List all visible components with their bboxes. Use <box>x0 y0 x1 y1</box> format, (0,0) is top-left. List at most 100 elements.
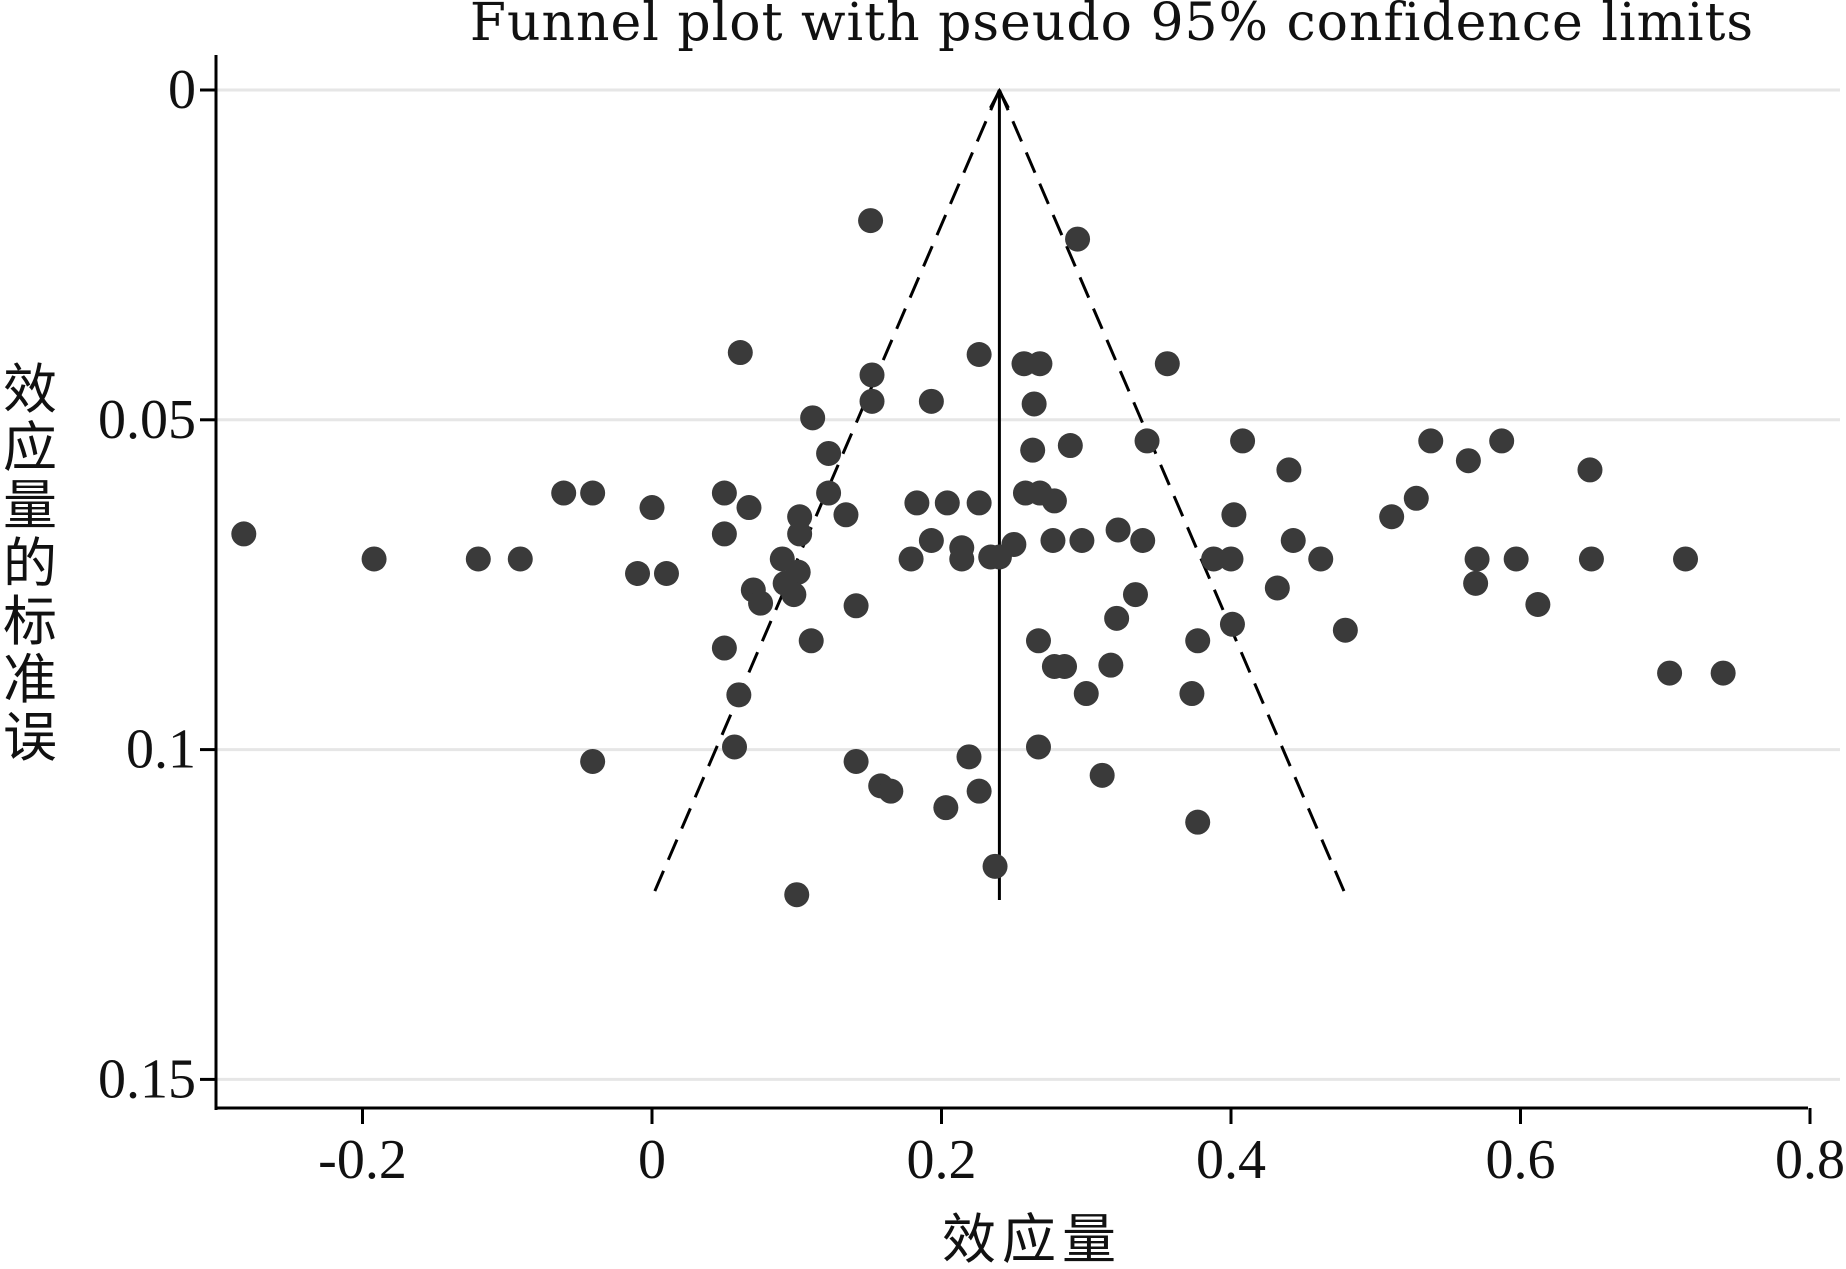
y-axis-title-char: 标 <box>3 590 57 653</box>
y-axis-ticks: 0 0.05 0.1 0.15 <box>98 59 216 1110</box>
data-point <box>949 546 975 572</box>
data-point <box>1464 546 1490 572</box>
data-point <box>1052 653 1078 679</box>
data-point <box>956 744 982 770</box>
lower-confidence-limit <box>650 89 1001 899</box>
data-point <box>918 528 944 554</box>
x-tick-label: 0.4 <box>1196 1129 1266 1191</box>
data-point <box>1025 628 1051 654</box>
data-point <box>361 546 387 572</box>
data-point <box>1104 605 1130 631</box>
data-point <box>898 546 924 572</box>
x-tick-label: 0.2 <box>907 1129 977 1191</box>
data-point <box>711 635 737 661</box>
data-point <box>1379 504 1405 530</box>
y-tick-label: 0.05 <box>98 389 196 451</box>
y-tick-label: 0.1 <box>126 719 196 781</box>
data-point <box>727 340 753 366</box>
data-point <box>1463 570 1489 596</box>
y-axis-title-char: 量 <box>3 474 57 537</box>
data-point <box>1185 628 1211 654</box>
data-point <box>800 405 826 431</box>
data-point <box>1185 809 1211 835</box>
data-point <box>833 502 859 528</box>
data-point <box>1041 488 1067 514</box>
data-point <box>982 853 1008 879</box>
data-point <box>858 208 884 234</box>
data-point <box>878 778 904 804</box>
data-point <box>639 495 665 521</box>
y-tick-label: 0.15 <box>98 1048 196 1110</box>
data-point <box>1069 528 1095 554</box>
data-point <box>1489 428 1515 454</box>
data-point <box>231 521 257 547</box>
data-point <box>918 388 944 414</box>
x-axis-title: 效应量 <box>942 1208 1122 1269</box>
y-axis-title-char: 应 <box>3 416 57 479</box>
pooled-effect-arrowhead <box>989 87 1010 109</box>
data-point <box>798 628 824 654</box>
data-point <box>711 480 737 506</box>
data-point <box>1105 517 1131 543</box>
data-point <box>1134 428 1160 454</box>
data-point <box>787 521 813 547</box>
data-point <box>843 593 869 619</box>
data-point <box>966 490 992 516</box>
data-point <box>1098 652 1124 678</box>
x-tick-label: -0.2 <box>318 1129 407 1191</box>
data-point <box>1201 546 1227 572</box>
y-axis-title-char: 的 <box>3 532 57 595</box>
data-point <box>843 748 869 774</box>
data-point <box>1308 546 1334 572</box>
data-point <box>1025 734 1051 760</box>
data-point <box>711 521 737 547</box>
data-point <box>1710 660 1736 686</box>
data-point <box>986 544 1012 570</box>
data-point <box>1179 681 1205 707</box>
data-point <box>1021 391 1047 417</box>
data-point <box>1525 591 1551 617</box>
data-point <box>1065 226 1091 252</box>
data-point <box>781 582 807 608</box>
data-point <box>580 480 606 506</box>
data-point <box>625 560 651 586</box>
data-point <box>1130 528 1156 554</box>
data-point <box>748 590 774 616</box>
data-point <box>722 734 748 760</box>
x-axis-ticks: -0.2 0 0.2 0.4 0.6 0.8 <box>318 1108 1845 1191</box>
x-tick-label: 0.6 <box>1486 1129 1556 1191</box>
data-point <box>1578 546 1604 572</box>
data-point <box>784 882 810 908</box>
upper-confidence-limit <box>998 89 1349 899</box>
data-point <box>465 546 491 572</box>
data-point <box>816 480 842 506</box>
data-point <box>1577 457 1603 483</box>
data-points <box>231 208 1736 908</box>
data-point <box>1418 428 1444 454</box>
grid-lines <box>216 88 1840 1081</box>
confidence-limits <box>650 87 1349 901</box>
data-point <box>1122 582 1148 608</box>
data-point <box>859 362 885 388</box>
data-point <box>1673 546 1699 572</box>
data-point <box>1154 351 1180 377</box>
y-axis-title-char: 效 <box>3 358 57 421</box>
data-point <box>1221 502 1247 528</box>
data-point <box>934 490 960 516</box>
data-point <box>966 778 992 804</box>
data-point <box>1089 762 1115 788</box>
data-point <box>507 546 533 572</box>
data-point <box>787 504 813 530</box>
data-point <box>1027 351 1053 377</box>
data-point <box>653 560 679 586</box>
data-point <box>1503 546 1529 572</box>
y-axis-title-char: 误 <box>3 706 57 769</box>
data-point <box>1657 660 1683 686</box>
data-point <box>1073 681 1099 707</box>
y-axis-title-char: 准 <box>3 648 57 711</box>
data-point <box>551 480 577 506</box>
data-point <box>1057 433 1083 459</box>
data-point <box>1218 546 1244 572</box>
data-point <box>1276 457 1302 483</box>
